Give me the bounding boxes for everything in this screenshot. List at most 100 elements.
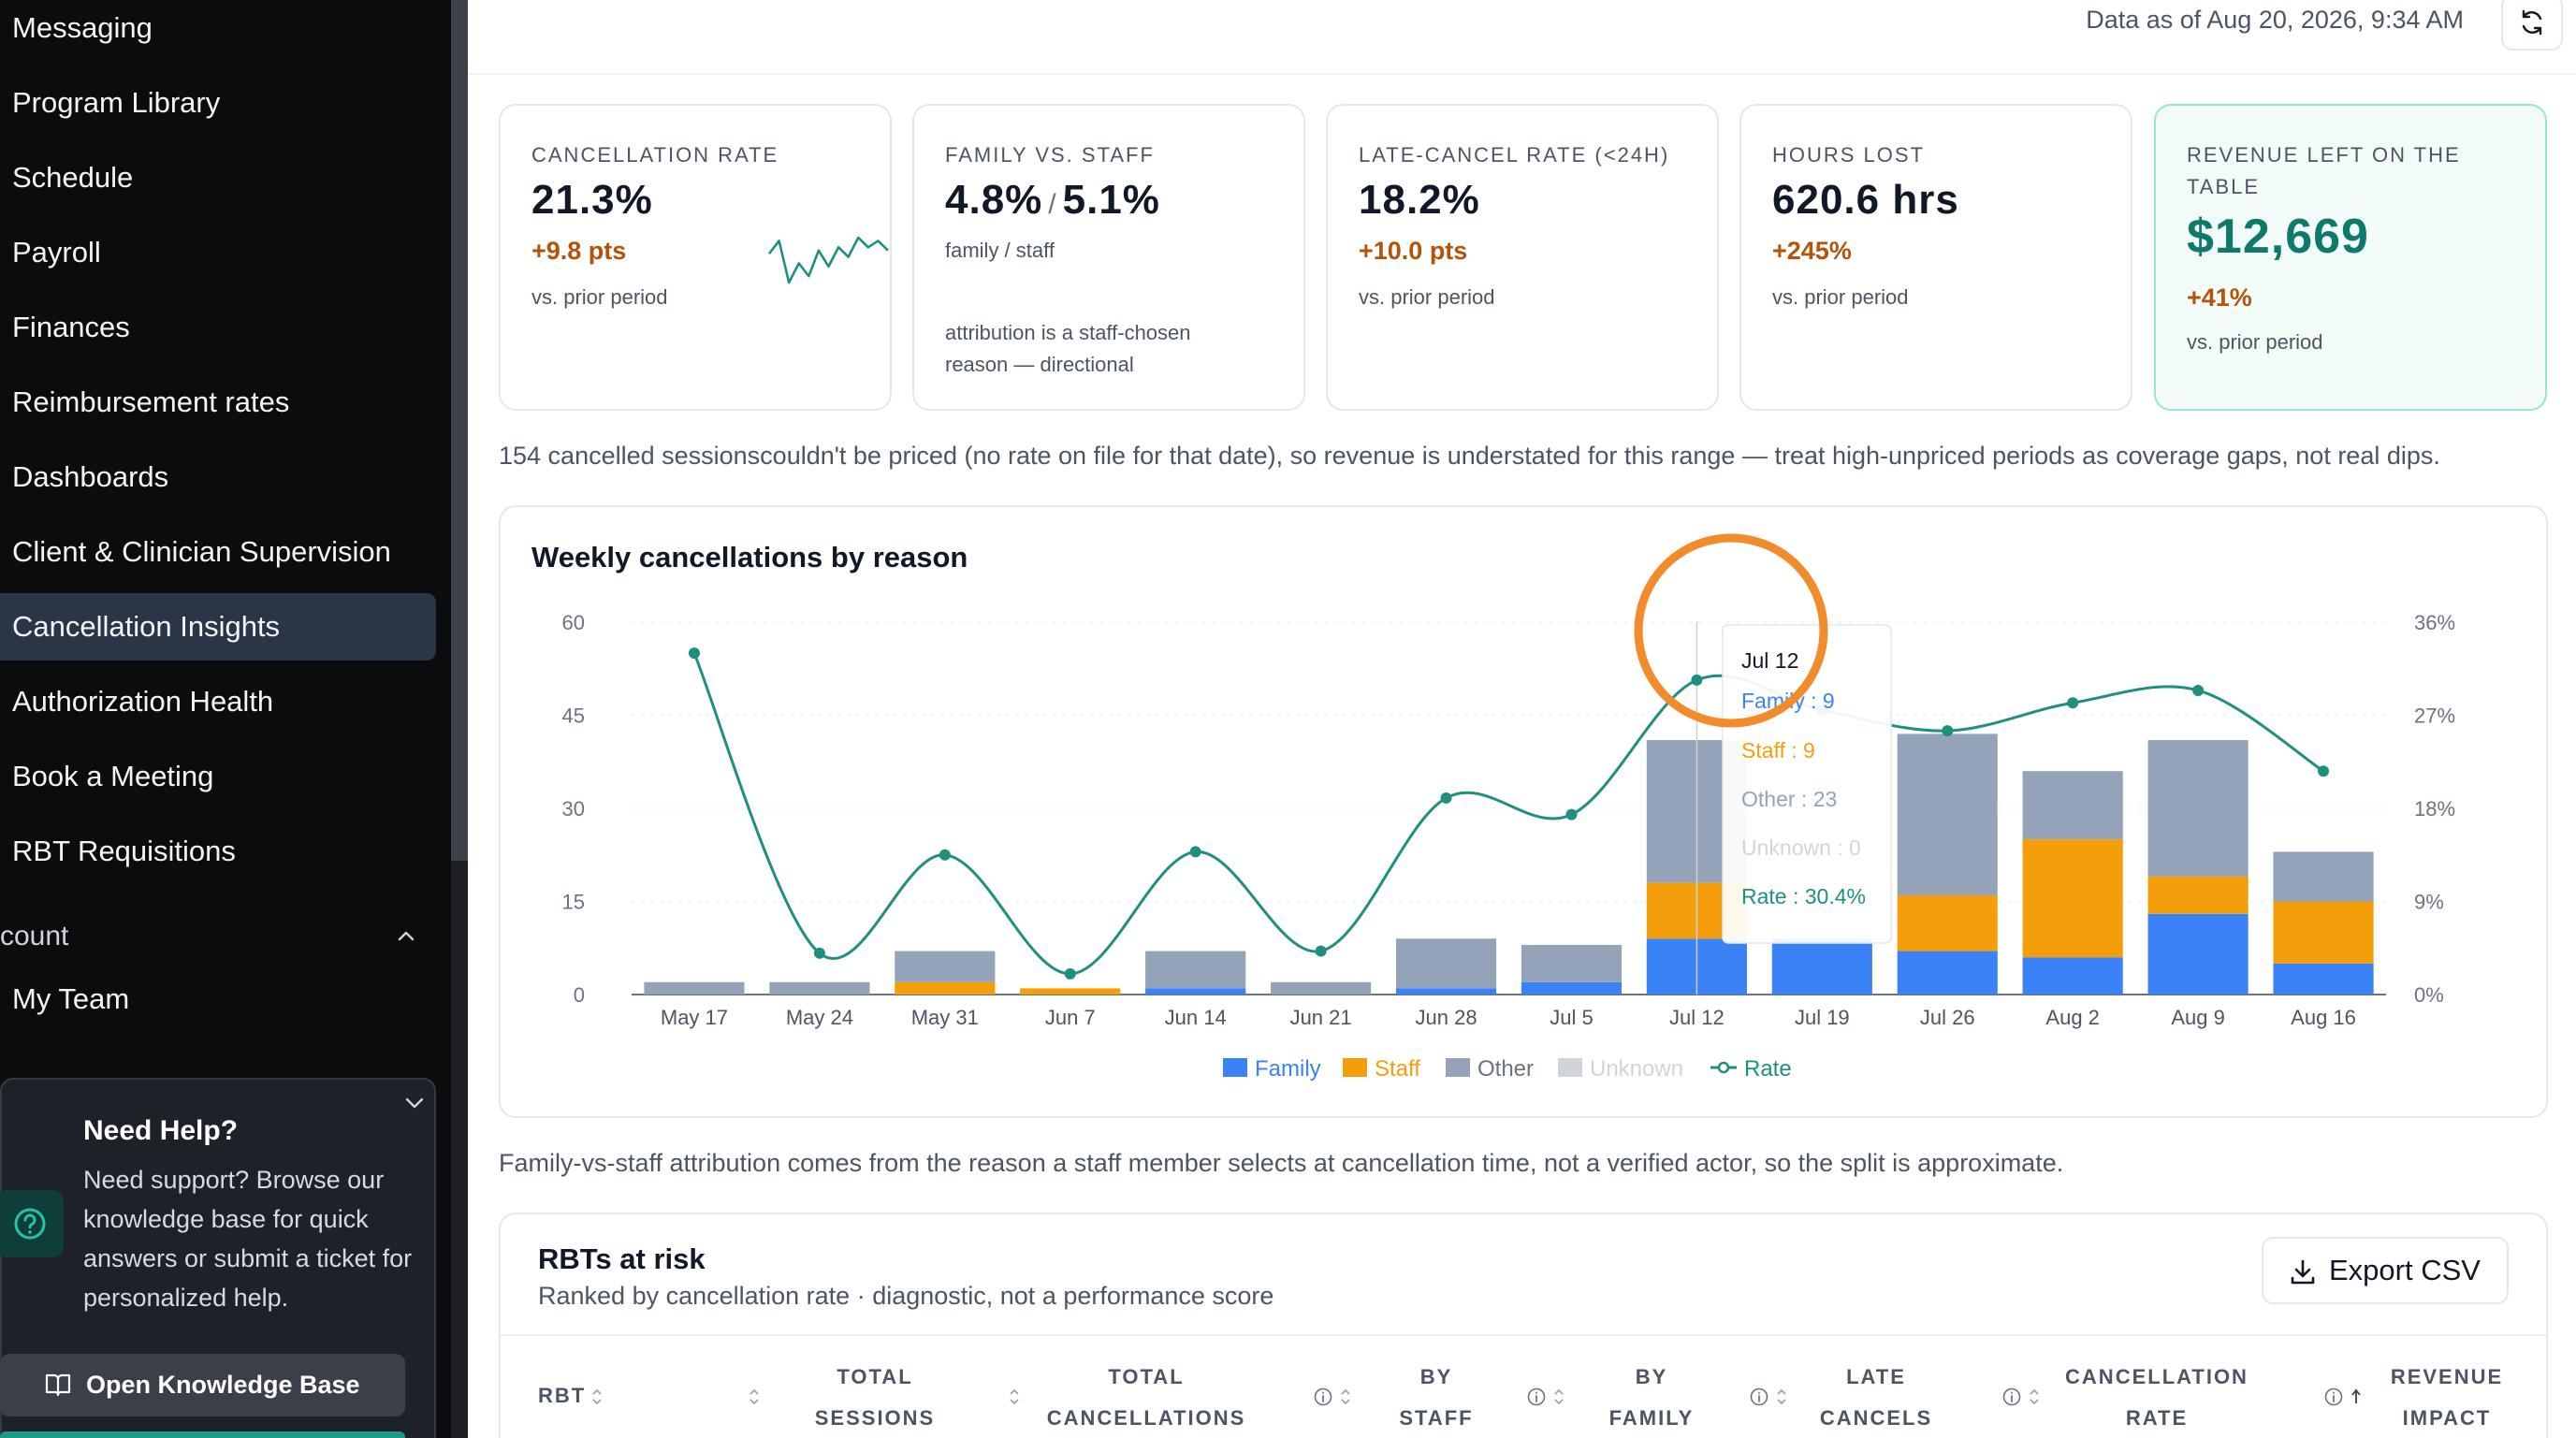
legend-other[interactable]: Other (1477, 1056, 1534, 1082)
info-icon[interactable] (2323, 1387, 2344, 1407)
bar-other-jun-28[interactable] (1395, 938, 1497, 989)
bar-other-jun-14[interactable] (1145, 951, 1246, 989)
column-header-cancellation-rate[interactable]: CANCELLATION RATE (2035, 1357, 2278, 1438)
sidebar-item-dashboards[interactable]: Dashboards (0, 443, 436, 511)
sort-icon[interactable] (590, 1387, 604, 1407)
bar-family-jul-19[interactable] (1771, 938, 1872, 995)
export-csv-button[interactable]: Export CSV (2262, 1237, 2509, 1304)
sidebar-item-client-clinician-supervision[interactable]: Client & Clinician Supervision (0, 518, 436, 586)
column-header-by-family[interactable]: BY FAMILY (1558, 1357, 1745, 1438)
sidebar-item-cancellation-insights[interactable]: Cancellation Insights (0, 593, 436, 661)
sidebar-item-label: Client & Clinician Supervision (12, 535, 391, 568)
rate-point[interactable] (1565, 808, 1578, 821)
kpi-label: CANCELLATION RATE (531, 143, 779, 167)
bar-other-jul-26[interactable] (1897, 734, 1998, 895)
bar-other-aug-16[interactable] (2273, 851, 2374, 902)
bar-other-may-17[interactable] (644, 981, 745, 995)
rate-point[interactable] (813, 947, 825, 959)
rate-point[interactable] (1315, 945, 1327, 957)
x-tick-label: Aug 16 (2291, 1006, 2356, 1029)
kpi-card-revenue-left: REVENUE LEFT ON THE TABLE $12,669 +41% v… (2154, 104, 2547, 411)
sidebar-section-account[interactable]: count (0, 908, 436, 965)
sidebar-item-my-team[interactable]: My Team (0, 966, 436, 1033)
info-icon[interactable] (1313, 1387, 1333, 1407)
help-text: Need support? Browse our knowledge base … (83, 1166, 413, 1312)
bar-other-may-31[interactable] (895, 951, 996, 982)
bar-staff-jul-26[interactable] (1897, 894, 1998, 951)
sidebar-item-book-a-meeting[interactable]: Book a Meeting (0, 743, 436, 810)
kpi-value: 4.8%/5.1% (945, 177, 1160, 224)
column-header-total-cancellations[interactable]: TOTAL CANCELLATIONS (1025, 1357, 1268, 1438)
sidebar-scrollbar[interactable] (451, 0, 468, 1438)
bar-family-jul-26[interactable] (1897, 951, 1998, 995)
sidebar-teal-button-edge[interactable] (0, 1431, 405, 1438)
sidebar-item-reimbursement-rates[interactable]: Reimbursement rates (0, 369, 436, 436)
sort-icon[interactable] (2028, 1387, 2041, 1407)
sidebar: Messaging Program Library Schedule Payro… (0, 0, 468, 1438)
sidebar-item-payroll[interactable]: Payroll (0, 219, 436, 286)
sort-icon[interactable] (1008, 1387, 1021, 1407)
rbts-at-risk-card: RBTs at risk Ranked by cancellation rate… (499, 1213, 2548, 1438)
legend-staff[interactable]: Staff (1375, 1056, 1420, 1082)
legend-rate[interactable]: Rate (1744, 1056, 1792, 1082)
bar-family-jun-28[interactable] (1395, 988, 1497, 995)
sidebar-item-rbt-requisitions[interactable]: RBT Requisitions (0, 818, 436, 885)
bar-staff-aug-2[interactable] (2022, 839, 2123, 958)
rate-point[interactable] (2067, 697, 2079, 709)
legend-family[interactable]: Family (1255, 1056, 1321, 1082)
sidebar-item-finances[interactable]: Finances (0, 294, 436, 361)
legend-unknown[interactable]: Unknown (1590, 1056, 1683, 1082)
sort-icon[interactable] (1775, 1387, 1788, 1407)
chart-legend: Family Staff Other Unknown Rate (1223, 1056, 1792, 1082)
rate-point[interactable] (1942, 725, 1954, 737)
sidebar-item-authorization-health[interactable]: Authorization Health (0, 668, 436, 735)
bar-family-aug-9[interactable] (2147, 913, 2249, 995)
info-icon[interactable] (1749, 1387, 1769, 1407)
column-header-by-staff[interactable]: BY STAFF (1343, 1357, 1530, 1438)
bar-family-jul-5[interactable] (1521, 981, 1623, 995)
table-header-divider (501, 1334, 2546, 1336)
bar-staff-aug-16[interactable] (2273, 901, 2374, 964)
weekly-cancellations-chart[interactable]: 0 0% 15 9% 30 18% 45 27% 60 36% May 17 May 24 May 31… (501, 507, 2550, 1120)
bar-staff-may-31[interactable] (895, 981, 996, 995)
bar-other-may-24[interactable] (769, 981, 870, 995)
rate-point[interactable] (2192, 684, 2205, 696)
bar-family-aug-16[interactable] (2273, 963, 2374, 995)
column-header-revenue-impact[interactable]: REVENUE IMPACT (2363, 1357, 2531, 1438)
sidebar-section-label: count (0, 921, 69, 951)
bar-other-aug-9[interactable] (2147, 740, 2249, 877)
sidebar-item-program-library[interactable]: Program Library (0, 69, 436, 137)
column-header-label: SESSIONS (814, 1406, 936, 1430)
column-header-rbt[interactable]: RBT (538, 1375, 586, 1416)
open-knowledge-base-button[interactable]: Open Knowledge Base (0, 1354, 405, 1416)
info-icon[interactable] (1526, 1387, 1547, 1407)
sidebar-item-messaging[interactable]: Messaging (0, 0, 436, 62)
bar-family-aug-2[interactable] (2022, 957, 2123, 995)
info-icon[interactable] (2001, 1387, 2022, 1407)
sort-icon[interactable] (1339, 1387, 1352, 1407)
legend-unknown-swatch (1558, 1058, 1582, 1077)
bar-staff-aug-9[interactable] (2147, 876, 2249, 914)
bar-family-jun-14[interactable] (1145, 988, 1246, 995)
sort-icon[interactable] (1552, 1387, 1565, 1407)
bar-other-jul-5[interactable] (1521, 944, 1623, 982)
kpi-delta: +9.8 pts (531, 237, 627, 265)
column-header-late-cancels[interactable]: LATE CANCELS (1783, 1357, 1970, 1438)
column-header-total-sessions[interactable]: TOTAL SESSIONS (781, 1357, 968, 1438)
rate-point[interactable] (1064, 967, 1076, 980)
rate-point[interactable] (1691, 674, 1703, 686)
sidebar-item-schedule[interactable]: Schedule (0, 144, 436, 211)
sidebar-scrollbar-thumb[interactable] (451, 0, 468, 861)
rate-point[interactable] (1189, 846, 1201, 858)
bar-other-jun-21[interactable] (1271, 981, 1372, 995)
chevron-down-icon[interactable] (400, 1089, 429, 1117)
bar-staff-jun-7[interactable] (1020, 988, 1121, 995)
bar-other-aug-2[interactable] (2022, 771, 2123, 840)
rate-point[interactable] (2318, 765, 2330, 777)
sort-icon[interactable] (748, 1387, 761, 1407)
rate-point[interactable] (1440, 792, 1452, 804)
rate-point[interactable] (688, 647, 700, 660)
rate-point[interactable] (939, 849, 951, 861)
refresh-button[interactable] (2501, 0, 2563, 51)
sort-arrow-up-icon[interactable] (2350, 1387, 2363, 1407)
